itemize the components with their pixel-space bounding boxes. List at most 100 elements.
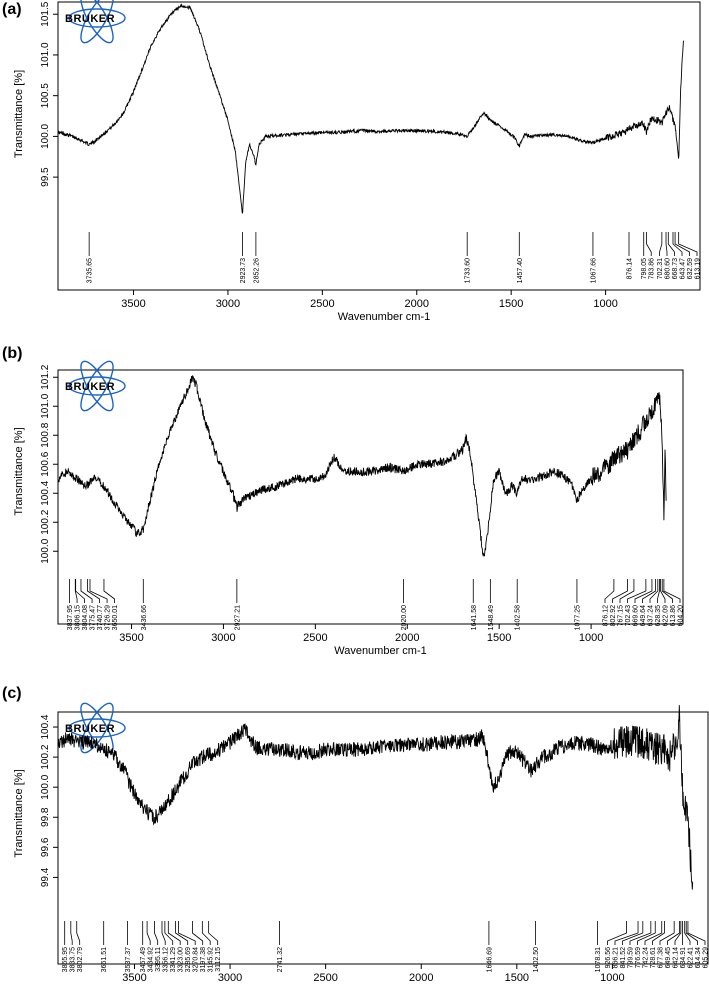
y-tick-label: 100.6 — [40, 451, 51, 476]
peak-marker — [178, 921, 196, 945]
peak-label: 669.60 — [633, 605, 640, 627]
peak-label: 3285.69 — [185, 947, 192, 972]
peak-marker — [672, 232, 683, 256]
y-tick-label: 100.2 — [40, 744, 51, 769]
peak-label: 2020.00 — [401, 605, 408, 630]
peak-label: 628.35 — [655, 605, 662, 627]
logo-text: BRUKER — [65, 381, 115, 393]
bruker-logo: BRUKER — [65, 0, 126, 44]
panel-label: (b) — [2, 345, 22, 362]
peak-label: 642.14 — [673, 947, 680, 969]
peak-label: 649.64 — [640, 605, 647, 627]
y-tick-label: 101.2 — [40, 364, 51, 389]
y-tick-label: 100.2 — [40, 509, 51, 534]
y-axis-title: Transmittance [%] — [13, 70, 25, 158]
peak-marker — [70, 921, 73, 945]
peak-marker — [619, 579, 635, 603]
y-tick-label: 99.4 — [40, 867, 51, 887]
peak-marker — [208, 921, 219, 945]
peak-marker — [201, 921, 211, 945]
y-axis-title: Transmittance [%] — [13, 769, 25, 857]
peak-label: 3775.47 — [90, 605, 97, 630]
peak-label: 702.43 — [625, 605, 632, 627]
y-tick-label: 99.8 — [40, 807, 51, 827]
peak-label: 3837.95 — [67, 605, 74, 630]
peak-label: 680.60 — [665, 258, 672, 280]
spectrum-line — [57, 3, 685, 214]
x-axis-title: Wavenumber cm-1 — [338, 311, 431, 323]
x-tick-label: 1000 — [593, 298, 617, 310]
peak-label: 1067.66 — [590, 258, 597, 283]
peak-label: 728.61 — [650, 947, 657, 969]
peak-label: 605.29 — [703, 947, 709, 969]
peak-label: 677.38 — [658, 947, 665, 969]
peak-label: 668.73 — [672, 258, 679, 280]
peak-marker — [659, 232, 663, 256]
peak-label: 3197.38 — [200, 947, 207, 972]
peak-label: 776.59 — [635, 947, 642, 969]
peak-marker — [103, 579, 115, 603]
peak-marker — [167, 921, 181, 945]
peak-label: 3650.01 — [112, 605, 119, 630]
peak-label: 3112.15 — [215, 947, 222, 972]
logo-orbit — [68, 376, 126, 396]
x-tick-label: 1000 — [600, 972, 624, 984]
peak-label: 2852.26 — [253, 258, 260, 283]
y-tick-label: 100.0 — [40, 123, 51, 148]
peak-label: 3865.95 — [62, 947, 69, 972]
peak-label: 3802.79 — [77, 947, 84, 972]
logo-orbit — [80, 360, 114, 412]
peak-label: 3436.66 — [141, 605, 148, 630]
peak-marker — [612, 579, 628, 603]
x-tick-label: 1500 — [499, 298, 523, 310]
bruker-logo: BRUKER — [65, 360, 126, 412]
peak-label: 3735.65 — [87, 258, 94, 283]
peak-marker — [76, 921, 81, 945]
peak-marker — [657, 579, 660, 603]
plot-frame — [57, 369, 684, 625]
peak-marker — [667, 921, 680, 945]
peak-label: 2927.21 — [234, 605, 241, 630]
peak-marker — [607, 921, 627, 945]
peak-label: 866.21 — [613, 947, 620, 969]
x-tick-label: 3500 — [121, 298, 145, 310]
peak-label: 634.91 — [680, 947, 687, 969]
peak-marker — [661, 579, 673, 603]
y-tick-label: 101.0 — [40, 393, 51, 418]
peak-marker — [687, 921, 706, 945]
x-tick-label: 2000 — [395, 632, 419, 644]
logo-orbit — [80, 360, 114, 412]
peak-label: 702.31 — [657, 258, 664, 280]
peak-marker — [665, 232, 668, 256]
peak-label: 3395.11 — [155, 947, 162, 972]
peak-label: 1646.69 — [486, 947, 493, 972]
peak-label: 649.45 — [665, 947, 672, 969]
logo-orbit — [80, 702, 114, 754]
x-tick-label: 2500 — [310, 298, 334, 310]
peak-marker — [649, 579, 659, 603]
peak-marker — [674, 921, 682, 945]
x-tick-label: 3000 — [216, 298, 240, 310]
peak-marker — [667, 232, 675, 256]
peak-label: 1077.25 — [574, 605, 581, 630]
x-tick-label: 2500 — [313, 972, 337, 984]
panel-label: (a) — [2, 1, 22, 18]
peak-label: 632.59 — [687, 258, 694, 280]
peak-label: 3323.00 — [178, 947, 185, 972]
peak-marker — [146, 921, 151, 945]
peak-marker — [652, 921, 665, 945]
peak-label: 841.52 — [620, 947, 627, 969]
peak-label: 1457.40 — [517, 258, 524, 283]
peak-label: 742.24 — [643, 947, 650, 969]
plot-frame — [57, 1, 701, 291]
peak-marker — [164, 921, 174, 945]
x-tick-label: 1500 — [487, 632, 511, 644]
logo-text: BRUKER — [65, 723, 115, 735]
peak-label: 643.47 — [680, 258, 687, 280]
y-tick-label: 100.8 — [40, 422, 51, 447]
peak-label: 783.86 — [649, 258, 656, 280]
peak-marker — [629, 921, 652, 945]
peak-marker — [685, 921, 698, 945]
peak-label: 614.34 — [695, 947, 702, 969]
logo-orbit — [68, 8, 126, 28]
